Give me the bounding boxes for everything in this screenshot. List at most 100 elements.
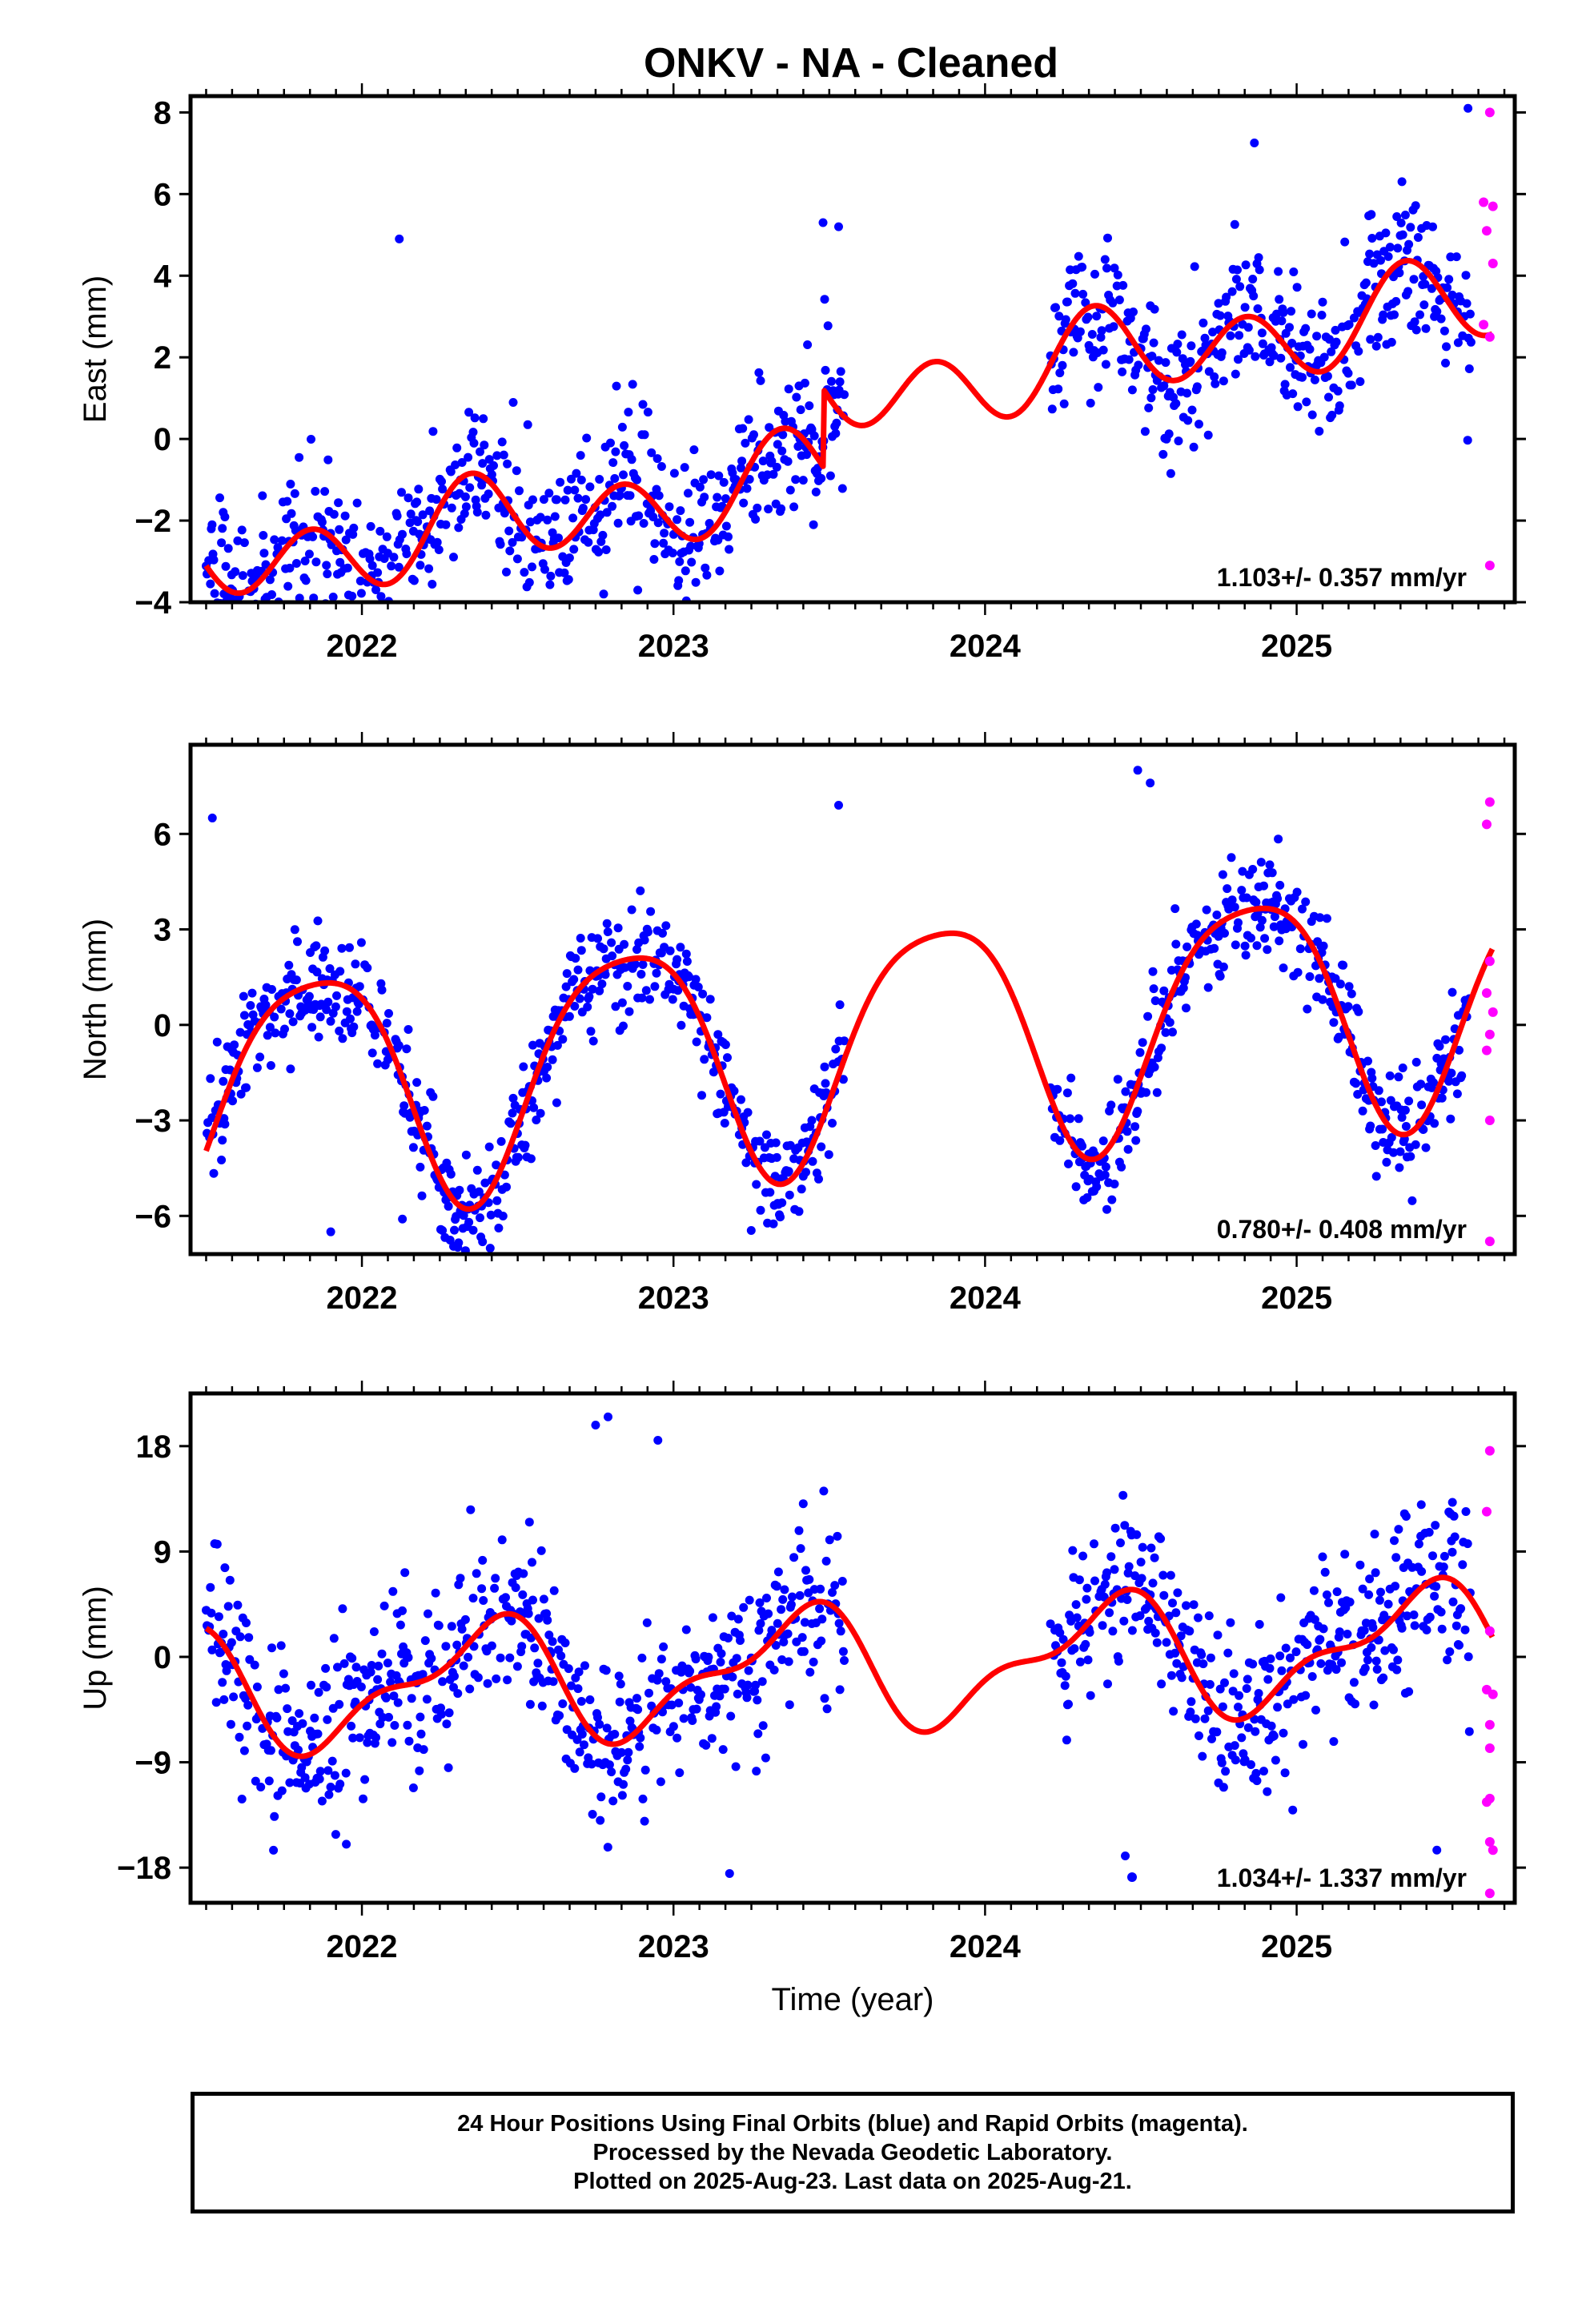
final-orbit-point <box>1324 392 1333 402</box>
final-orbit-point <box>574 1667 584 1677</box>
final-orbit-point <box>717 1649 726 1659</box>
final-orbit-point <box>1230 903 1239 912</box>
final-orbit-point <box>1244 345 1254 355</box>
final-orbit-point <box>718 1745 728 1755</box>
final-orbit-point <box>1397 177 1407 187</box>
final-orbit-point <box>1075 1657 1085 1667</box>
final-orbit-point <box>405 611 414 620</box>
final-orbit-point <box>404 1653 413 1663</box>
final-orbit-point <box>758 1721 768 1731</box>
final-orbit-point <box>1173 340 1182 349</box>
final-orbit-point <box>573 965 583 975</box>
final-orbit-point <box>536 513 545 522</box>
final-orbit-point <box>684 489 693 498</box>
final-orbit-point <box>576 475 586 485</box>
final-orbit-point <box>1059 399 1069 408</box>
final-orbit-point <box>323 997 333 1007</box>
final-orbit-point <box>617 998 627 1007</box>
final-orbit-point <box>1401 1512 1411 1521</box>
final-orbit-point <box>1127 1626 1137 1635</box>
final-orbit-point <box>246 1001 255 1010</box>
final-orbit-point <box>1096 332 1106 342</box>
final-orbit-point <box>1249 292 1259 301</box>
final-orbit-point <box>1404 1687 1414 1696</box>
final-orbit-point <box>434 1621 444 1630</box>
final-orbit-point <box>1406 223 1415 232</box>
final-orbit-point <box>1070 1644 1079 1654</box>
final-orbit-point <box>757 1677 767 1687</box>
final-orbit-point <box>461 1150 471 1160</box>
final-orbit-point <box>528 495 537 505</box>
final-orbit-point <box>1159 381 1169 391</box>
final-orbit-point <box>1345 1598 1355 1606</box>
final-orbit-point <box>528 1558 536 1567</box>
final-orbit-point <box>817 473 826 483</box>
final-orbit-point <box>570 485 580 495</box>
final-orbit-point <box>548 1055 557 1064</box>
final-orbit-point <box>688 1716 697 1725</box>
final-orbit-point <box>1243 1675 1252 1684</box>
final-orbit-point <box>1383 251 1393 261</box>
final-orbit-point <box>1122 1595 1132 1604</box>
final-orbit-point <box>286 480 295 489</box>
final-orbit-point <box>835 1000 845 1010</box>
final-orbit-point <box>827 376 836 386</box>
final-orbit-point <box>1371 1172 1381 1181</box>
final-orbit-point <box>427 1654 436 1663</box>
final-orbit-point <box>414 485 424 494</box>
final-orbit-point <box>283 581 293 591</box>
final-orbit-point <box>1324 1598 1333 1607</box>
final-orbit-point <box>1439 1551 1449 1561</box>
final-orbit-point <box>658 1707 667 1717</box>
final-orbit-point <box>1226 331 1235 340</box>
final-orbit-point <box>540 565 549 574</box>
final-orbit-point <box>1322 914 1331 923</box>
final-orbit-point <box>320 487 330 497</box>
final-orbit-point <box>520 1140 530 1150</box>
final-orbit-point <box>283 1704 292 1714</box>
footer-line-3: Plotted on 2025-Aug-23. Last data on 202… <box>573 2169 1132 2194</box>
final-orbit-point <box>713 1030 723 1039</box>
final-orbit-point <box>349 523 359 533</box>
final-orbit-point <box>228 1096 237 1106</box>
final-orbit-point <box>627 455 636 464</box>
final-orbit-point <box>243 1721 252 1731</box>
footer-box: 24 Hour Positions Using Final Orbits (bl… <box>191 2092 1515 2213</box>
final-orbit-point <box>377 1649 387 1659</box>
final-orbit-point <box>474 1187 484 1196</box>
final-orbit-point <box>360 1775 370 1784</box>
final-orbit-point <box>392 511 402 521</box>
final-orbit-point <box>1127 385 1137 395</box>
final-orbit-point <box>460 1614 470 1624</box>
final-orbit-point <box>772 1152 781 1162</box>
final-orbit-point <box>816 1584 825 1594</box>
final-orbit-point <box>1055 1628 1065 1638</box>
final-orbit-point <box>1251 1768 1261 1778</box>
final-orbit-point <box>665 946 675 955</box>
final-orbit-point <box>1354 347 1363 356</box>
final-orbit-point <box>1263 1675 1273 1684</box>
final-orbit-point <box>825 471 835 480</box>
final-orbit-point <box>1319 1624 1328 1634</box>
final-orbit-point <box>1229 1669 1239 1679</box>
final-orbit-point <box>420 1636 430 1646</box>
final-orbit-point <box>1166 1671 1176 1680</box>
final-orbit-point <box>220 513 230 521</box>
final-orbit-point <box>237 1795 247 1803</box>
final-orbit-point <box>451 460 460 469</box>
final-orbit-point <box>772 462 781 472</box>
final-orbit-point <box>243 645 252 653</box>
final-orbit-point <box>836 367 845 376</box>
final-orbit-point <box>1283 1699 1292 1709</box>
final-orbit-point <box>355 1733 364 1743</box>
final-orbit-point <box>1335 401 1344 411</box>
final-orbit-point <box>623 982 632 991</box>
final-orbit-point <box>1376 255 1385 265</box>
final-orbit-point <box>415 1766 424 1775</box>
final-orbit-point <box>585 482 595 492</box>
final-orbit-point <box>1355 1560 1365 1570</box>
final-orbit-point <box>377 985 387 995</box>
final-orbit-point <box>1448 1597 1458 1606</box>
final-orbit-point <box>697 1091 706 1100</box>
final-orbit-point <box>641 986 651 995</box>
